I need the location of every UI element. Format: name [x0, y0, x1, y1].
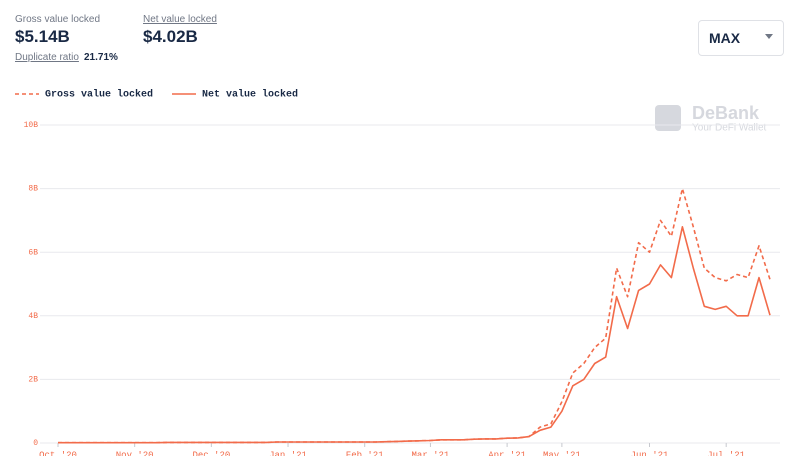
x-tick-label: Dec '20	[192, 450, 230, 456]
x-tick-label: Nov '20	[116, 450, 154, 456]
ratio-label: Duplicate ratio	[15, 52, 79, 63]
y-tick-label: 0	[33, 439, 38, 448]
net-label: Net value locked	[143, 14, 217, 25]
range-select[interactable]: MAX	[698, 20, 784, 56]
y-tick-label: 10B	[24, 121, 39, 130]
legend-label: Gross value locked	[45, 89, 153, 101]
y-tick-label: 4B	[28, 312, 38, 321]
watermark-tagline: Your DeFi Wallet	[692, 123, 767, 134]
x-tick-label: May '21	[543, 450, 581, 456]
x-tick-label: Oct '20	[39, 450, 77, 456]
legend-label: Net value locked	[202, 89, 298, 101]
gross-value: $5.14B	[15, 27, 70, 46]
dropdown-arrow	[765, 34, 773, 39]
x-tick-label: Jun '21	[631, 450, 669, 456]
x-tick-label: Feb '21	[346, 450, 384, 456]
y-tick-label: 6B	[28, 248, 38, 257]
gross-label: Gross value locked	[15, 14, 101, 25]
y-tick-label: 2B	[28, 376, 38, 385]
ratio-value: 21.71%	[84, 52, 118, 63]
net-value: $4.02B	[143, 27, 198, 46]
logo	[655, 105, 681, 131]
y-tick-label: 8B	[28, 185, 38, 194]
x-tick-label: Jan '21	[269, 450, 307, 456]
watermark-name: DeBank	[692, 103, 760, 123]
x-tick-label: Mar '21	[412, 450, 450, 456]
range-text: MAX	[709, 30, 741, 46]
series-line	[58, 226, 771, 444]
x-tick-label: Apr '21	[488, 450, 526, 456]
series-line	[58, 187, 771, 444]
x-tick-label: Jul '21	[707, 450, 745, 456]
